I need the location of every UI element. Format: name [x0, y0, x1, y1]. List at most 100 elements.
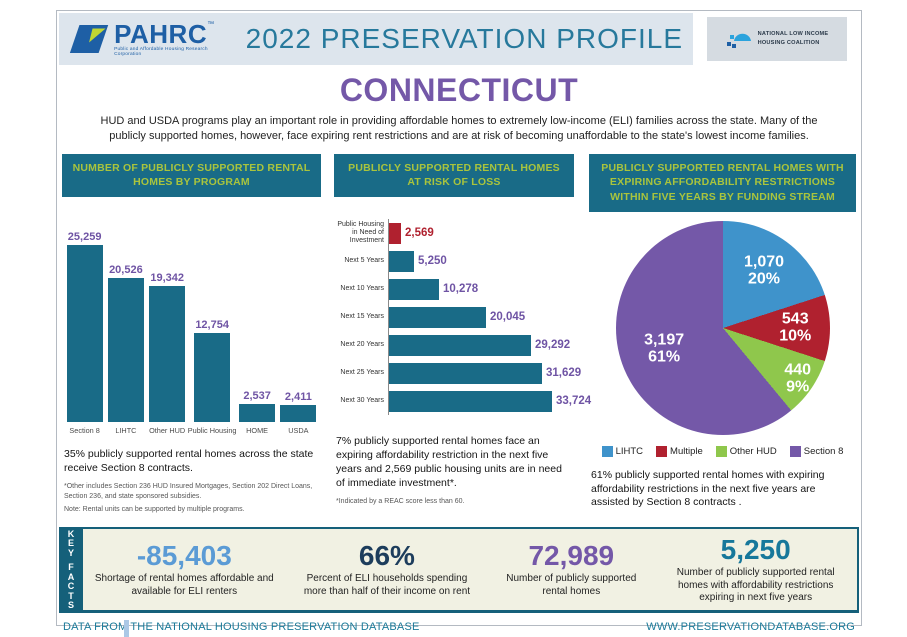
hbar-row: Next 5 Years 5,250 — [334, 247, 574, 276]
legend-item: Other HUD — [715, 445, 777, 457]
key-fact-caption: Number of publicly supported rental home… — [676, 567, 835, 604]
page-footer: DATA FROM THE NATIONAL HOUSING PRESERVAT… — [57, 621, 861, 633]
bar-column: 25,259 Section 8 — [64, 231, 105, 436]
nlihc-logo: NATIONAL LOW INCOME HOUSING COALITION — [707, 17, 847, 61]
bar-value-label: 2,411 — [284, 391, 312, 404]
bar-category-label: HOME — [246, 426, 269, 436]
panel-funding-stream-note: 61% publicly supported rental homes with… — [591, 468, 825, 509]
hbar-value-label: 31,629 — [546, 367, 582, 380]
panel-homes-by-program-title: NUMBER OF PUBLICLY SUPPORTED RENTAL HOME… — [62, 153, 322, 198]
legend-label: Other HUD — [729, 445, 777, 457]
panel-homes-by-program-footnote-other: *Other includes Section 236 HUD Insured … — [64, 482, 313, 501]
hbar-row: Next 10 Years 10,278 — [334, 275, 574, 304]
hbar-track: 2,569 — [388, 219, 574, 248]
panel-risk-of-loss: PUBLICLY SUPPORTED RENTAL HOMES AT RISK … — [334, 153, 591, 516]
key-fact-value: 72,989 — [528, 540, 615, 572]
pie-slice-pct: 61% — [648, 348, 681, 366]
bar-column: 2,537 HOME — [236, 390, 277, 436]
pahrc-logo-icon — [69, 25, 109, 53]
pie-slice-value: 3,197 — [644, 331, 685, 349]
pie — [615, 220, 830, 435]
state-title: CONNECTICUT — [339, 72, 579, 108]
bar-category-label: Other HUD — [149, 426, 186, 436]
bar-category-label: USDA — [288, 426, 309, 436]
panel-homes-by-program-note: 35% publicly supported rental homes acro… — [64, 448, 314, 474]
pie-slice-value: 1,070 — [743, 253, 785, 271]
hbar-row: Public Housing in Need of Investment 2,56… — [334, 219, 574, 248]
hbar-category-label: Next 25 Years — [340, 369, 385, 377]
bar-chart-risk-of-loss: Public Housing in Need of Investment 2,56… — [334, 219, 591, 416]
footer-website-link[interactable]: WWW.PRESERVATIONDATABASE.ORG — [646, 621, 855, 634]
bar-value-label: 19,342 — [150, 272, 184, 285]
hbar — [389, 334, 532, 356]
bar — [107, 278, 144, 423]
hbar-row: Next 25 Years 31,629 — [334, 359, 581, 388]
key-fact: -85,403 Shortage of rental homes affordab… — [83, 541, 286, 598]
key-fact-value: 66% — [358, 540, 415, 572]
legend-item: LIHTC — [601, 445, 644, 457]
hbar-category-label: Next 30 Years — [340, 397, 385, 405]
pie-slice-label: 440 9% — [784, 362, 811, 397]
legend-item: Section 8 — [789, 445, 843, 457]
legend-swatch — [656, 445, 668, 457]
hbar-value-label: 20,045 — [490, 311, 526, 324]
intro-paragraph: HUD and USDA programs play an important … — [100, 115, 818, 142]
hbar-value-label: 10,278 — [443, 283, 479, 296]
bar-value-label: 20,526 — [109, 264, 143, 277]
key-fact-caption: Shortage of rental homes affordable and … — [94, 573, 274, 597]
hbar-category-label: Next 10 Years — [340, 285, 385, 293]
key-facts-box: -85,403 Shortage of rental homes affordab… — [83, 527, 859, 614]
key-fact: 5,250 Number of publicly supported rental… — [654, 534, 857, 605]
panel-risk-of-loss-title: PUBLICLY SUPPORTED RENTAL HOMES AT RISK … — [334, 153, 575, 198]
pie-slice-label: 3,197 61% — [644, 332, 684, 367]
bar-category-label: Section 8 — [69, 426, 100, 436]
panel-funding-stream: PUBLICLY SUPPORTED RENTAL HOMES WITH EXP… — [589, 153, 856, 516]
hbar-row: Next 30 Years 33,724 — [334, 387, 591, 416]
hbar — [389, 390, 553, 412]
panel-homes-by-program-footnote-multiple: Note: Rental units can be supported by m… — [64, 505, 245, 513]
pie-chart-funding-stream: 1,070 20% 543 10% 440 9% 3,197 61% — [615, 220, 830, 435]
hbar — [389, 278, 440, 300]
hbar-row: Next 15 Years 20,045 — [334, 303, 574, 332]
bar — [66, 245, 103, 423]
hbar-track: 5,250 — [388, 247, 574, 276]
key-facts-letter: C — [67, 581, 75, 592]
hbar-category-label: Next 15 Years — [340, 313, 385, 321]
key-facts-letter: S — [67, 600, 74, 611]
footer-data-source: DATA FROM THE NATIONAL HOUSING PRESERVAT… — [63, 621, 420, 634]
pahrc-trademark: ™ — [207, 20, 215, 28]
render-artifact — [124, 620, 129, 637]
bar-chart-homes-by-program: 25,259 Section 8 20,526 LIHTC 19,342 Other HU… — [62, 231, 321, 436]
bar — [149, 286, 186, 423]
bar-value-label: 2,537 — [243, 390, 271, 403]
pie-slice-pct: 9% — [786, 378, 810, 396]
hbar — [389, 250, 415, 272]
legend-label: LIHTC — [615, 445, 644, 457]
key-fact-caption: Number of publicly supported rental home… — [506, 573, 637, 597]
pie-slice-pct: 10% — [779, 327, 812, 345]
hbar-value-label: 2,569 — [405, 227, 434, 240]
panel-risk-of-loss-footnote: *Indicated by a REAC score less than 60. — [336, 497, 465, 505]
key-fact-value: -85,403 — [136, 540, 232, 572]
key-facts-letter: E — [67, 538, 74, 549]
key-facts-letter: Y — [67, 547, 74, 558]
top-bar: PAHRC™ Public and Affordable Housing Res… — [59, 13, 859, 65]
legend-item: Multiple — [656, 445, 703, 457]
charts-row: NUMBER OF PUBLICLY SUPPORTED RENTAL HOME… — [57, 144, 861, 516]
key-facts-letter: A — [67, 571, 75, 582]
report-title: 2022 PRESERVATION PROFILE — [245, 23, 683, 54]
pahrc-logo: PAHRC™ Public and Affordable Housing Res… — [69, 21, 226, 58]
hbar-track: 31,629 — [388, 359, 582, 388]
pie-slice-value: 543 — [781, 310, 809, 328]
bar-category-label: Public Housing — [187, 426, 237, 436]
hbar — [389, 362, 543, 384]
legend-swatch — [789, 445, 801, 457]
pie-slice-label: 543 10% — [779, 310, 811, 345]
nlihc-logo-text: NATIONAL LOW INCOME HOUSING COALITION — [758, 30, 829, 48]
hbar-track: 20,045 — [388, 303, 574, 332]
pie-slice-value: 440 — [784, 361, 812, 379]
hbar-track: 33,724 — [388, 387, 591, 416]
pie-slice-pct: 20% — [747, 270, 781, 288]
panel-homes-by-program: NUMBER OF PUBLICLY SUPPORTED RENTAL HOME… — [62, 153, 322, 516]
